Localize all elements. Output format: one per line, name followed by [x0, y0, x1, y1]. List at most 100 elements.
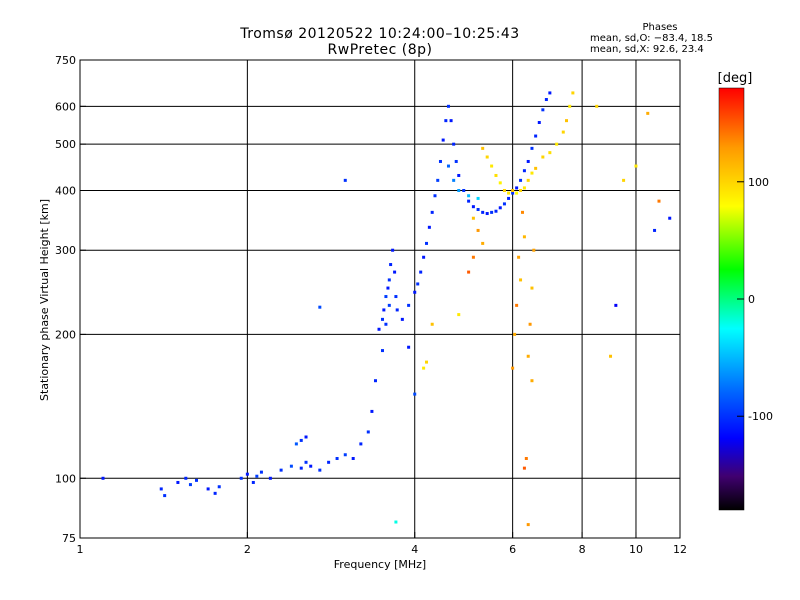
data-point	[454, 159, 458, 163]
data-point	[534, 166, 538, 170]
phase-stats-box: Phases mean, sd,O: −83.4, 18.5 mean, sd,…	[590, 22, 730, 55]
data-point	[335, 456, 339, 460]
data-point	[380, 349, 384, 353]
points-layer	[101, 91, 672, 527]
data-point	[511, 188, 515, 192]
data-point	[571, 91, 575, 95]
data-point	[526, 159, 530, 163]
data-point	[609, 354, 613, 358]
phase-stats-heading: Phases	[642, 22, 678, 33]
data-point	[457, 188, 461, 192]
data-point	[446, 104, 450, 108]
data-point	[384, 295, 388, 299]
data-point	[561, 130, 565, 134]
data-point	[522, 466, 526, 470]
data-point	[452, 178, 456, 182]
y-tick-label: 200	[55, 328, 76, 341]
data-point	[394, 520, 398, 524]
data-point	[467, 270, 471, 274]
data-point	[548, 91, 552, 95]
data-point	[668, 216, 672, 220]
data-point	[471, 205, 475, 209]
data-point	[471, 255, 475, 259]
data-point	[294, 442, 298, 446]
data-point	[422, 255, 426, 259]
data-point	[279, 468, 283, 472]
data-point	[471, 216, 475, 220]
data-point	[255, 474, 259, 478]
data-point	[259, 470, 263, 474]
data-point	[614, 303, 618, 307]
data-point	[532, 248, 536, 252]
data-point	[425, 360, 429, 364]
data-point	[519, 178, 523, 182]
data-point	[522, 235, 526, 239]
data-point	[413, 290, 417, 294]
data-point	[441, 138, 445, 142]
data-point	[467, 194, 471, 198]
data-point	[544, 98, 548, 102]
data-point	[430, 210, 434, 214]
data-point	[318, 305, 322, 309]
colorbar-tick-label: 100	[748, 176, 769, 189]
data-point	[534, 134, 538, 138]
data-point	[548, 151, 552, 155]
data-point	[522, 169, 526, 173]
data-point	[427, 225, 431, 229]
data-point	[327, 460, 331, 464]
data-point	[373, 379, 377, 383]
grid-layer	[80, 60, 680, 538]
data-point	[522, 186, 526, 190]
data-point	[206, 487, 210, 491]
y-tick-label: 300	[55, 244, 76, 257]
data-point	[213, 491, 217, 495]
colorbar-label: [deg]	[718, 71, 753, 86]
data-point	[194, 478, 198, 482]
data-point	[268, 476, 272, 480]
x-tick-label: 6	[509, 543, 516, 556]
data-point	[413, 392, 417, 396]
data-point	[526, 178, 530, 182]
colorbar-ticks: 100 0 -100	[737, 176, 773, 423]
data-point	[391, 248, 395, 252]
x-tick-label: 1	[77, 543, 84, 556]
data-point	[446, 164, 450, 168]
data-point	[457, 313, 461, 317]
data-point	[476, 208, 480, 212]
data-point	[159, 487, 163, 491]
y-tick-label: 600	[55, 100, 76, 113]
data-point	[309, 464, 313, 468]
x-axis-label: Frequency [MHz]	[334, 558, 426, 571]
data-point	[515, 186, 519, 190]
data-point	[380, 317, 384, 321]
data-point	[541, 108, 545, 112]
data-point	[395, 308, 399, 312]
data-point	[359, 442, 363, 446]
y-tick-label: 500	[55, 138, 76, 151]
data-point	[541, 155, 545, 159]
data-point	[481, 210, 485, 214]
data-point	[526, 523, 530, 527]
data-point	[384, 322, 388, 326]
data-point	[386, 286, 390, 290]
data-point	[498, 181, 502, 185]
data-point	[370, 409, 374, 413]
data-point	[520, 210, 524, 214]
data-point	[351, 456, 355, 460]
data-point	[343, 453, 347, 457]
data-point	[568, 104, 572, 108]
data-point	[481, 146, 485, 150]
data-point	[526, 354, 530, 358]
data-point	[622, 178, 626, 182]
data-point	[528, 322, 532, 326]
data-point	[393, 270, 397, 274]
data-point	[438, 159, 442, 163]
data-point	[163, 494, 167, 498]
data-point	[217, 485, 221, 489]
data-point	[653, 228, 657, 232]
data-point	[476, 196, 480, 200]
data-point	[444, 119, 448, 123]
data-point	[382, 308, 386, 312]
